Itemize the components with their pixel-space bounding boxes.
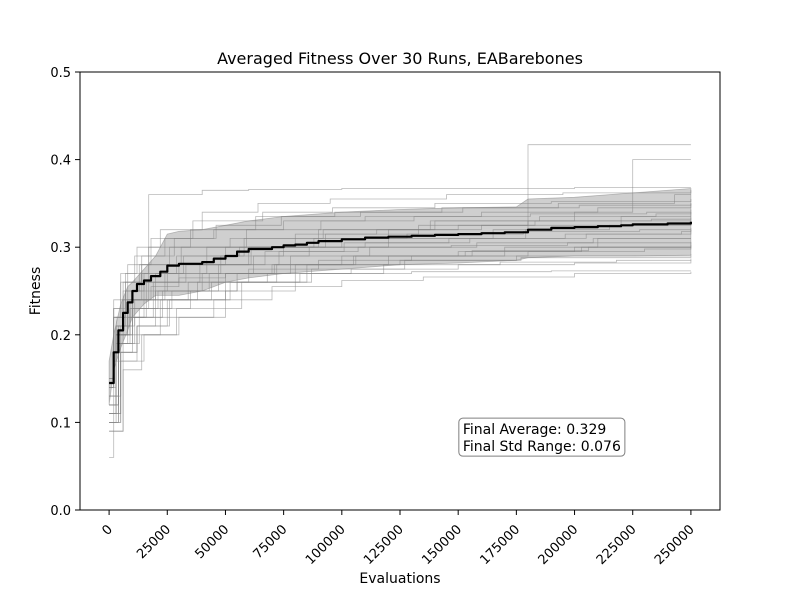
run-line-28 [109, 258, 692, 414]
plot-area [108, 144, 692, 458]
y-axis-ticks: 0.0 0.1 0.2 0.3 0.4 0.5 [50, 66, 80, 519]
run-line-8 [109, 238, 691, 432]
y-axis-label: Fitness [28, 267, 44, 316]
y-tick-label: 0.4 [50, 154, 71, 169]
y-tick-label: 0.1 [50, 416, 71, 431]
run-line-30 [109, 246, 691, 423]
x-axis-label: Evaluations [359, 571, 440, 587]
run-line-15 [109, 212, 692, 406]
mean-fitness-line [109, 221, 692, 385]
run-line-23 [109, 218, 692, 397]
run-line-25 [109, 194, 691, 379]
y-tick-label: 0.3 [50, 241, 71, 256]
y-tick-label: 0.5 [50, 66, 71, 81]
annotation-final-average: Final Average: 0.329 [463, 422, 606, 438]
annotation-final-std-range: Final Std Range: 0.076 [463, 439, 621, 455]
y-tick-label: 0.0 [50, 504, 71, 519]
annotation-box [458, 417, 626, 457]
final-stats-annotation: Final Average: 0.329 Final Std Range: 0.… [458, 417, 626, 457]
chart-title: Averaged Fitness Over 30 Runs, EABarebon… [217, 49, 583, 68]
run-line-29 [109, 209, 692, 388]
run-line-27 [109, 229, 692, 406]
y-tick-label: 0.2 [50, 329, 71, 344]
